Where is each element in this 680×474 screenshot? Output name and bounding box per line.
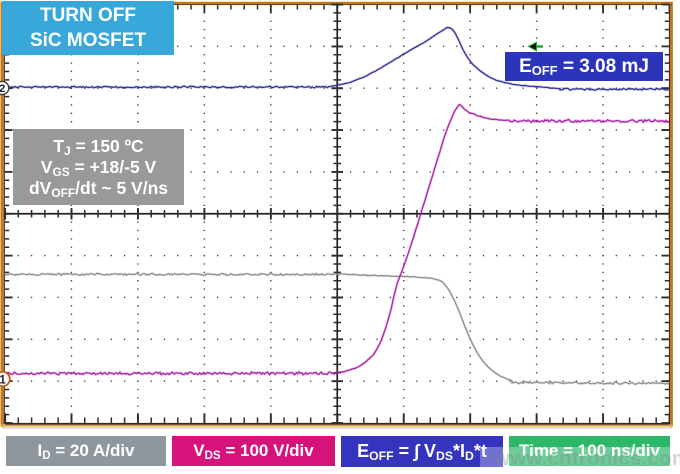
svg-text:2: 2 xyxy=(0,83,5,95)
svg-text:1: 1 xyxy=(0,375,6,387)
